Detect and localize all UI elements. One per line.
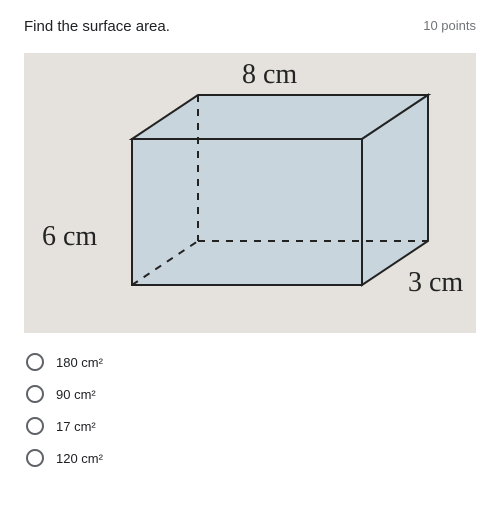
option-2[interactable]: 17 cm² bbox=[26, 417, 476, 435]
dim-left: 6 cm bbox=[42, 221, 97, 253]
radio-icon bbox=[26, 385, 44, 403]
option-1[interactable]: 90 cm² bbox=[26, 385, 476, 403]
question-prompt: Find the surface area. bbox=[24, 18, 170, 35]
option-3[interactable]: 120 cm² bbox=[26, 449, 476, 467]
dim-right: 3 cm bbox=[408, 267, 463, 299]
option-label: 17 cm² bbox=[56, 419, 96, 434]
radio-icon bbox=[26, 353, 44, 371]
option-0[interactable]: 180 cm² bbox=[26, 353, 476, 371]
diagram-image: 8 cm 6 cm 3 cm bbox=[24, 53, 476, 333]
radio-icon bbox=[26, 449, 44, 467]
dim-top: 8 cm bbox=[242, 59, 297, 91]
option-label: 90 cm² bbox=[56, 387, 96, 402]
option-label: 180 cm² bbox=[56, 355, 103, 370]
option-label: 120 cm² bbox=[56, 451, 103, 466]
points-label: 10 points bbox=[423, 18, 476, 33]
radio-icon bbox=[26, 417, 44, 435]
question-header: Find the surface area. 10 points bbox=[24, 18, 476, 35]
front-face bbox=[132, 139, 362, 285]
answer-options: 180 cm² 90 cm² 17 cm² 120 cm² bbox=[24, 353, 476, 467]
